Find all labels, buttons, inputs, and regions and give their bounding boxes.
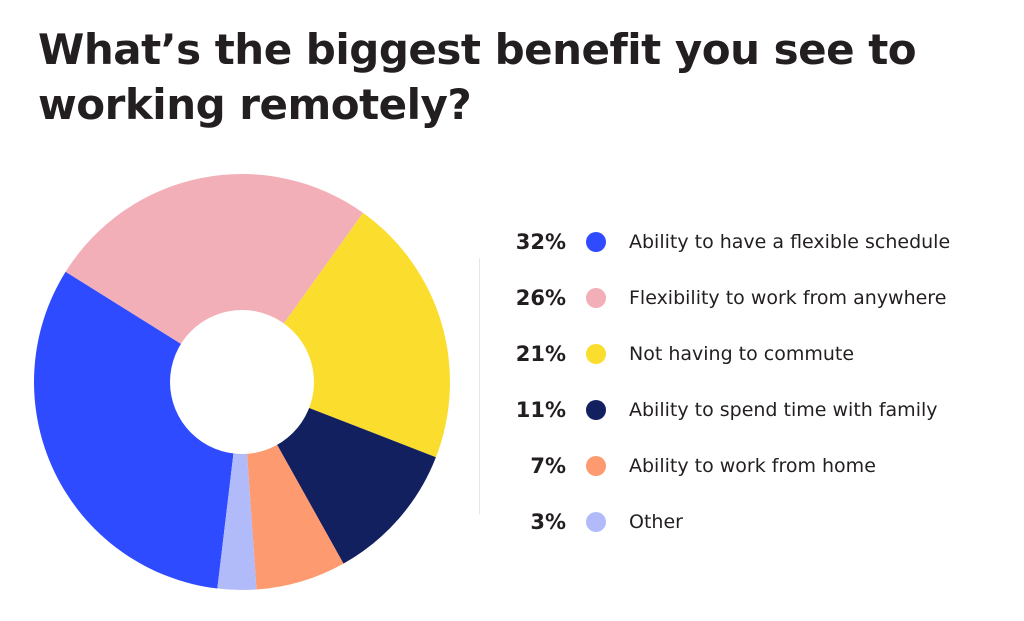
legend-percent: 7% <box>530 454 566 478</box>
legend-label: Not having to commute <box>629 343 855 365</box>
legend-label: Flexibility to work from anywhere <box>629 287 947 309</box>
legend-label: Other <box>629 511 683 533</box>
legend: 32% Ability to have a flexible schedule … <box>490 222 1010 558</box>
legend-percent: 3% <box>530 510 566 534</box>
legend-label: Ability to have a flexible schedule <box>629 231 951 253</box>
legend-label: Ability to spend time with family <box>629 399 938 421</box>
legend-label: Ability to work from home <box>629 455 876 477</box>
legend-item: 3% Other <box>490 502 1010 558</box>
chart-title: What’s the biggest benefit you see to wo… <box>38 25 917 129</box>
donut-slice-6 <box>217 382 257 590</box>
legend-item: 11% Ability to spend time with family <box>490 390 1010 446</box>
donut-chart <box>34 174 450 590</box>
legend-swatch <box>586 400 606 420</box>
legend-percent: 32% <box>515 230 566 254</box>
legend-divider <box>479 258 480 514</box>
legend-swatch <box>586 344 606 364</box>
legend-item: 32% Ability to have a flexible schedule <box>490 222 1010 278</box>
legend-swatch <box>586 456 606 476</box>
legend-percent: 11% <box>515 398 566 422</box>
legend-swatch <box>586 288 606 308</box>
legend-percent: 21% <box>515 342 566 366</box>
legend-item: 7% Ability to work from home <box>490 446 1010 502</box>
donut-slice-2 <box>65 174 364 382</box>
legend-item: 21% Not having to commute <box>490 334 1010 390</box>
legend-swatch <box>586 512 606 532</box>
donut-hole <box>170 310 314 454</box>
legend-percent: 26% <box>515 286 566 310</box>
legend-item: 26% Flexibility to work from anywhere <box>490 278 1010 334</box>
legend-swatch <box>586 232 606 252</box>
